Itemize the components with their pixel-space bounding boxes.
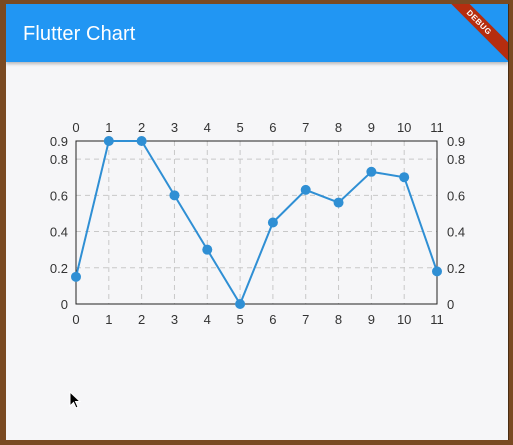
x-tick-label-bottom: 2	[138, 312, 145, 327]
x-tick-label-top: 8	[335, 120, 342, 135]
x-tick-label-bottom: 9	[368, 312, 375, 327]
data-point	[267, 217, 278, 228]
data-point	[399, 172, 410, 183]
x-tick-label-bottom: 4	[204, 312, 211, 327]
app-title: Flutter Chart	[23, 23, 136, 45]
x-tick-label-top: 1	[105, 120, 112, 135]
y-tick-label-right: 0.9	[447, 134, 465, 149]
data-point	[202, 244, 213, 255]
x-tick-label-bottom: 8	[335, 312, 342, 327]
data-point	[300, 184, 311, 195]
data-point	[136, 136, 147, 146]
y-tick-label-left: 0.6	[50, 188, 68, 203]
x-tick-label-top: 9	[368, 120, 375, 135]
plot-frame	[75, 140, 438, 305]
x-tick-label-bottom: 3	[171, 312, 178, 327]
x-tick-label-bottom: 0	[72, 312, 79, 327]
data-point	[71, 271, 81, 282]
y-tick-label-left: 0	[61, 297, 68, 312]
y-tick-label-left: 0.8	[50, 152, 68, 167]
x-tick-label-bottom: 11	[430, 312, 444, 327]
x-tick-label-top: 3	[171, 120, 178, 135]
x-tick-label-top: 10	[397, 120, 411, 135]
data-point	[366, 166, 377, 177]
app-bar: Flutter Chart	[6, 4, 508, 62]
x-tick-label-bottom: 5	[236, 312, 243, 327]
x-tick-label-bottom: 7	[302, 312, 309, 327]
x-tick-label-top: 4	[204, 120, 211, 135]
y-tick-label-left: 0.2	[50, 261, 68, 276]
data-point	[432, 266, 442, 277]
x-tick-label-top: 7	[302, 120, 309, 135]
y-tick-label-right: 0.8	[447, 152, 465, 167]
y-tick-label-right: 0.6	[447, 188, 465, 203]
app-window: 0 0 1 1 2 2 3 3 4 4 5 5 6 6 7 7 8 8 9 9 10 10 11 11 0 0 0.2 0.2 0.4 0…	[6, 4, 509, 440]
x-tick-label-top: 6	[269, 120, 276, 135]
x-tick-label-bottom: 10	[397, 312, 411, 327]
y-tick-label-right: 0.4	[447, 225, 465, 240]
series-line	[75, 140, 438, 307]
x-tick-label-top: 5	[236, 120, 243, 135]
y-tick-label-left: 0.9	[50, 134, 68, 149]
mouse-pointer-icon	[69, 391, 81, 409]
x-tick-label-top: 11	[430, 120, 444, 135]
y-tick-label-left: 0.4	[50, 225, 68, 240]
data-point	[103, 136, 114, 146]
x-tick-label-top: 0	[72, 120, 79, 135]
y-tick-label-right: 0	[447, 297, 454, 312]
x-tick-label-top: 2	[138, 120, 145, 135]
data-point	[169, 190, 180, 201]
x-tick-label-bottom: 1	[105, 312, 112, 327]
x-tick-label-bottom: 6	[269, 312, 276, 327]
y-tick-label-right: 0.2	[447, 261, 465, 276]
data-point	[235, 299, 246, 309]
data-point	[333, 197, 344, 208]
